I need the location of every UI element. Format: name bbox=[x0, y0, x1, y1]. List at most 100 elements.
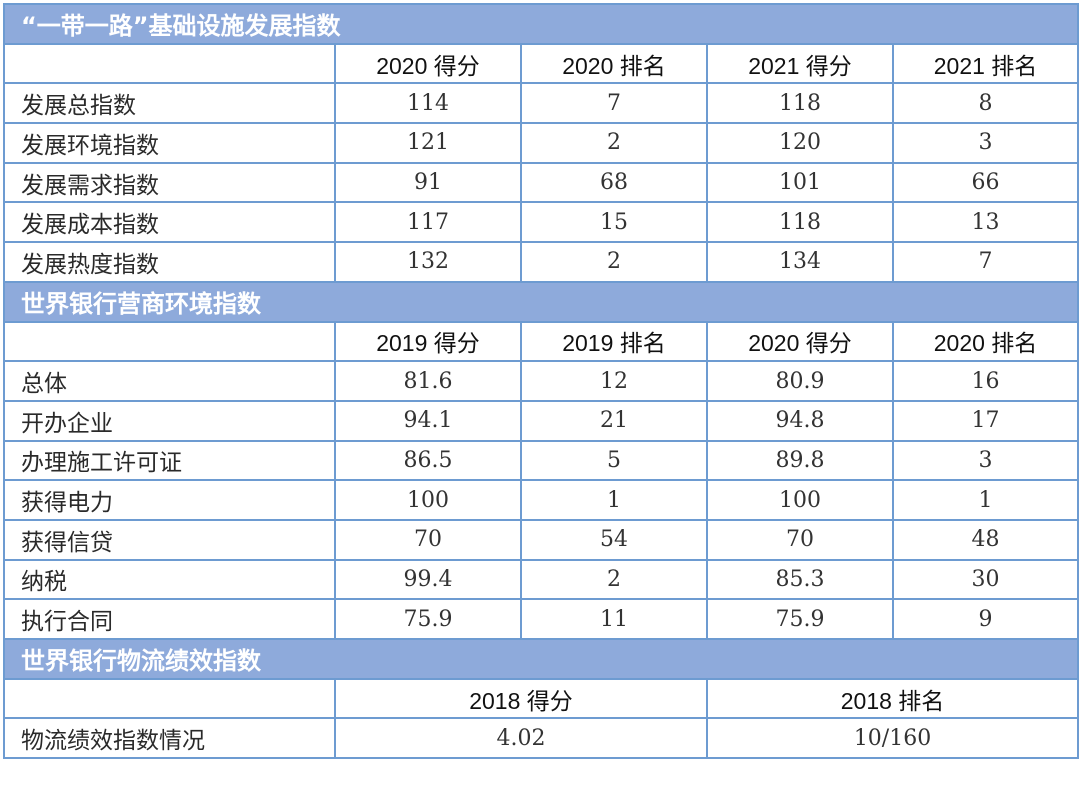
cell-value: 3 bbox=[891, 122, 1080, 164]
table-row: 获得电力 100 1 100 1 bbox=[3, 479, 1080, 521]
column-header: 2019 排名 bbox=[520, 320, 708, 363]
section-header-logistics: 世界银行物流绩效指数 bbox=[2, 638, 1080, 680]
cell-value: 100 bbox=[334, 479, 522, 521]
row-label: 物流绩效指数情况 bbox=[3, 717, 336, 760]
table-row: 获得信贷 70 54 70 48 bbox=[3, 518, 1080, 561]
cell-value: 75.9 bbox=[706, 598, 894, 640]
cell-value: 118 bbox=[706, 82, 894, 125]
cell-value: 13 bbox=[891, 201, 1080, 244]
table-row: 办理施工许可证 86.5 5 89.8 3 bbox=[3, 439, 1080, 482]
table-row: 发展需求指数 91 68 101 66 bbox=[3, 161, 1080, 204]
cell-value: 1 bbox=[891, 479, 1080, 521]
row-label: 获得信贷 bbox=[3, 518, 336, 561]
cell-value: 17 bbox=[891, 399, 1080, 442]
row-label: 开办企业 bbox=[3, 399, 336, 442]
column-header-row: 2018 得分 2018 排名 bbox=[3, 677, 1080, 720]
cell-value: 70 bbox=[706, 518, 894, 561]
cell-value: 7 bbox=[891, 241, 1080, 283]
row-label: 发展环境指数 bbox=[3, 122, 336, 164]
cell-value: 99.4 bbox=[334, 558, 522, 601]
cell-value: 10/160 bbox=[705, 717, 1080, 760]
cell-value: 121 bbox=[334, 122, 522, 164]
section-title: 世界银行物流绩效指数 bbox=[2, 638, 1080, 680]
cell-value: 2 bbox=[520, 558, 708, 601]
cell-value: 1 bbox=[520, 479, 708, 521]
section-header-doing-business: 世界银行营商环境指数 bbox=[2, 280, 1080, 323]
cell-value: 8 bbox=[891, 82, 1080, 125]
column-header: 2021 排名 bbox=[891, 42, 1080, 85]
cell-value: 132 bbox=[334, 241, 522, 283]
column-header-blank bbox=[3, 42, 336, 85]
row-label: 发展成本指数 bbox=[3, 201, 336, 244]
cell-value: 117 bbox=[334, 201, 522, 244]
cell-value: 85.3 bbox=[706, 558, 894, 601]
cell-value: 4.02 bbox=[334, 717, 708, 760]
cell-value: 101 bbox=[706, 161, 894, 204]
cell-value: 75.9 bbox=[334, 598, 522, 640]
cell-value: 7 bbox=[520, 82, 708, 125]
index-table-container: “一带一路”基础设施发展指数 2020 得分 2020 排名 2021 得分 2… bbox=[2, 3, 1080, 760]
row-label: 总体 bbox=[3, 360, 336, 402]
cell-value: 89.8 bbox=[706, 439, 894, 482]
cell-value: 114 bbox=[334, 82, 522, 125]
cell-value: 68 bbox=[520, 161, 708, 204]
cell-value: 120 bbox=[706, 122, 894, 164]
column-header-blank bbox=[3, 320, 336, 363]
cell-value: 30 bbox=[891, 558, 1080, 601]
column-header: 2019 得分 bbox=[334, 320, 522, 363]
row-label: 发展需求指数 bbox=[3, 161, 336, 204]
table-row: 开办企业 94.1 21 94.8 17 bbox=[3, 399, 1080, 442]
table-row: 发展总指数 114 7 118 8 bbox=[3, 82, 1080, 125]
column-header: 2020 得分 bbox=[334, 42, 522, 85]
cell-value: 94.8 bbox=[706, 399, 894, 442]
row-label: 发展热度指数 bbox=[3, 241, 336, 283]
cell-value: 16 bbox=[891, 360, 1080, 402]
table-row: 物流绩效指数情况 4.02 10/160 bbox=[3, 717, 1080, 760]
cell-value: 80.9 bbox=[706, 360, 894, 402]
cell-value: 70 bbox=[334, 518, 522, 561]
column-header-row: 2019 得分 2019 排名 2020 得分 2020 排名 bbox=[3, 320, 1080, 363]
cell-value: 134 bbox=[706, 241, 894, 283]
cell-value: 3 bbox=[891, 439, 1080, 482]
cell-value: 5 bbox=[520, 439, 708, 482]
column-header-blank bbox=[3, 677, 336, 720]
cell-value: 12 bbox=[520, 360, 708, 402]
cell-value: 11 bbox=[520, 598, 708, 640]
section-header-belt-road: “一带一路”基础设施发展指数 bbox=[2, 3, 1080, 45]
column-header: 2018 得分 bbox=[334, 677, 708, 720]
column-header: 2020 排名 bbox=[520, 42, 708, 85]
cell-value: 66 bbox=[891, 161, 1080, 204]
cell-value: 2 bbox=[520, 241, 708, 283]
column-header-row: 2020 得分 2020 排名 2021 得分 2021 排名 bbox=[3, 42, 1080, 85]
table-row: 执行合同 75.9 11 75.9 9 bbox=[3, 598, 1080, 640]
column-header: 2018 排名 bbox=[705, 677, 1080, 720]
column-header: 2020 得分 bbox=[706, 320, 894, 363]
column-header: 2020 排名 bbox=[891, 320, 1080, 363]
cell-value: 15 bbox=[520, 201, 708, 244]
cell-value: 54 bbox=[520, 518, 708, 561]
cell-value: 118 bbox=[706, 201, 894, 244]
table-row: 发展热度指数 132 2 134 7 bbox=[3, 241, 1080, 283]
cell-value: 81.6 bbox=[334, 360, 522, 402]
cell-value: 2 bbox=[520, 122, 708, 164]
section-title: “一带一路”基础设施发展指数 bbox=[2, 3, 1080, 45]
section-title: 世界银行营商环境指数 bbox=[2, 280, 1080, 323]
cell-value: 9 bbox=[891, 598, 1080, 640]
cell-value: 21 bbox=[520, 399, 708, 442]
cell-value: 48 bbox=[891, 518, 1080, 561]
row-label: 纳税 bbox=[3, 558, 336, 601]
column-header: 2021 得分 bbox=[706, 42, 894, 85]
row-label: 获得电力 bbox=[3, 479, 336, 521]
table-row: 总体 81.6 12 80.9 16 bbox=[3, 360, 1080, 402]
row-label: 发展总指数 bbox=[3, 82, 336, 125]
table-row: 发展环境指数 121 2 120 3 bbox=[3, 122, 1080, 164]
table-row: 发展成本指数 117 15 118 13 bbox=[3, 201, 1080, 244]
cell-value: 86.5 bbox=[334, 439, 522, 482]
infrastructure-index-table: “一带一路”基础设施发展指数 2020 得分 2020 排名 2021 得分 2… bbox=[2, 3, 1080, 760]
row-label: 执行合同 bbox=[3, 598, 336, 640]
row-label: 办理施工许可证 bbox=[3, 439, 336, 482]
cell-value: 94.1 bbox=[334, 399, 522, 442]
cell-value: 91 bbox=[334, 161, 522, 204]
table-row: 纳税 99.4 2 85.3 30 bbox=[3, 558, 1080, 601]
cell-value: 100 bbox=[706, 479, 894, 521]
